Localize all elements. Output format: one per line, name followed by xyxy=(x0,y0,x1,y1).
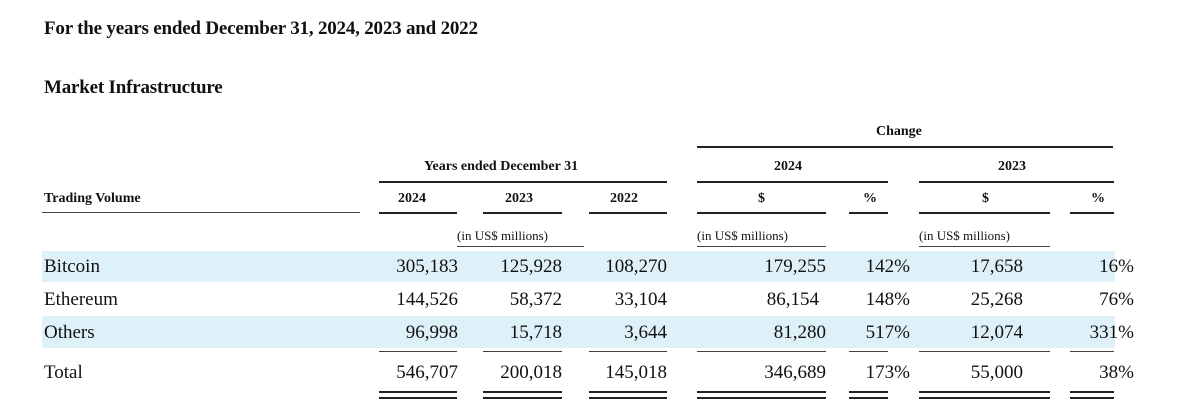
total-double-line-2024 xyxy=(379,391,457,399)
col-2023-header: 2023 xyxy=(505,191,533,206)
value-2023: 15,718 xyxy=(509,322,562,343)
total-double-line-c23-pct xyxy=(1070,391,1114,399)
section-title: Market Infrastructure xyxy=(44,77,223,98)
change-2024-unit-label: (in US$ millions) xyxy=(697,228,789,243)
change-2024-unit-underline xyxy=(697,246,826,247)
page-title: For the years ended December 31, 2024, 2… xyxy=(44,18,478,39)
value-2024: 305,183 xyxy=(396,256,458,277)
change-2023-unit-label: (in US$ millions) xyxy=(919,228,1011,243)
value-2024: 144,526 xyxy=(396,289,458,310)
years-unit-underline xyxy=(457,246,584,247)
change-2024-usd: 179,255 xyxy=(764,256,826,277)
row-band-others xyxy=(42,316,1115,348)
trading-volume-underline xyxy=(42,212,360,213)
change-2024-usd: 346,689 xyxy=(764,362,826,383)
change-2023-usd-header: $ xyxy=(982,191,989,206)
subtotal-line-2022 xyxy=(589,351,667,352)
value-2023: 125,928 xyxy=(500,256,562,277)
row-label: Total xyxy=(44,362,83,383)
change-2023-pct: 331% xyxy=(1089,322,1134,343)
value-2022: 33,104 xyxy=(614,289,667,310)
total-double-line-c24-pct xyxy=(849,391,888,399)
row-label: Bitcoin xyxy=(44,256,100,277)
change-2023-pct-header: % xyxy=(1091,191,1105,206)
change-2024-usd-underline xyxy=(697,212,826,214)
total-double-line-2023 xyxy=(483,391,562,399)
change-header: Change xyxy=(876,124,922,139)
change-2024-usd: 81,280 xyxy=(773,322,826,343)
col-2022-header: 2022 xyxy=(610,191,638,206)
value-2022: 108,270 xyxy=(605,256,667,277)
col-2024-header: 2024 xyxy=(398,191,426,206)
change-2024-usd: 86,154 xyxy=(766,289,819,310)
value-2024: 546,707 xyxy=(396,362,458,383)
change-2024-underline xyxy=(697,181,888,183)
change-2023-usd: 25,268 xyxy=(970,289,1023,310)
years-underline xyxy=(379,181,667,183)
change-2024-pct: 148% xyxy=(865,289,910,310)
value-2023: 58,372 xyxy=(509,289,562,310)
subtotal-line-2023 xyxy=(483,351,562,352)
years-ended-header: Years ended December 31 xyxy=(424,159,579,174)
subtotal-line-c23-pct xyxy=(1070,351,1114,352)
value-2024: 96,998 xyxy=(405,322,458,343)
change-2023-pct-underline xyxy=(1070,212,1114,214)
change-2024-header: 2024 xyxy=(774,159,802,174)
change-2023-usd: 12,074 xyxy=(970,322,1023,343)
change-2023-pct: 16% xyxy=(1099,256,1134,277)
change-2023-underline xyxy=(919,181,1114,183)
change-2024-usd-header: $ xyxy=(758,191,765,206)
total-double-line-2022 xyxy=(589,391,667,399)
change-2024-pct: 517% xyxy=(865,322,910,343)
subtotal-line-c24-pct xyxy=(849,351,888,352)
total-double-line-c23-usd xyxy=(919,391,1050,399)
change-2023-pct: 38% xyxy=(1099,362,1134,383)
change-underline xyxy=(697,146,1113,148)
trading-volume-header: Trading Volume xyxy=(44,191,141,206)
subtotal-line-c23-usd xyxy=(919,351,1050,352)
total-double-line-c24-usd xyxy=(697,391,826,399)
change-2024-pct-header: % xyxy=(863,191,877,206)
col-2024-underline xyxy=(379,212,457,214)
change-2024-pct-underline xyxy=(849,212,888,214)
change-2023-unit-underline xyxy=(919,246,1050,247)
col-2022-underline xyxy=(589,212,667,214)
value-2022: 3,644 xyxy=(624,322,667,343)
change-2023-usd: 55,000 xyxy=(970,362,1023,383)
years-unit-label: (in US$ millions) xyxy=(457,228,549,243)
value-2023: 200,018 xyxy=(500,362,562,383)
row-band-bitcoin xyxy=(42,251,1115,282)
change-2023-pct: 76% xyxy=(1099,289,1134,310)
value-2022: 145,018 xyxy=(605,362,667,383)
row-label: Ethereum xyxy=(44,289,118,310)
col-2023-underline xyxy=(483,212,562,214)
change-2023-usd-underline xyxy=(919,212,1050,214)
subtotal-line-c24-usd xyxy=(697,351,826,352)
change-2023-header: 2023 xyxy=(998,159,1026,174)
change-2024-pct: 173% xyxy=(865,362,910,383)
subtotal-line-2024 xyxy=(379,351,457,352)
change-2024-pct: 142% xyxy=(865,256,910,277)
change-2023-usd: 17,658 xyxy=(970,256,1023,277)
row-label: Others xyxy=(44,322,95,343)
